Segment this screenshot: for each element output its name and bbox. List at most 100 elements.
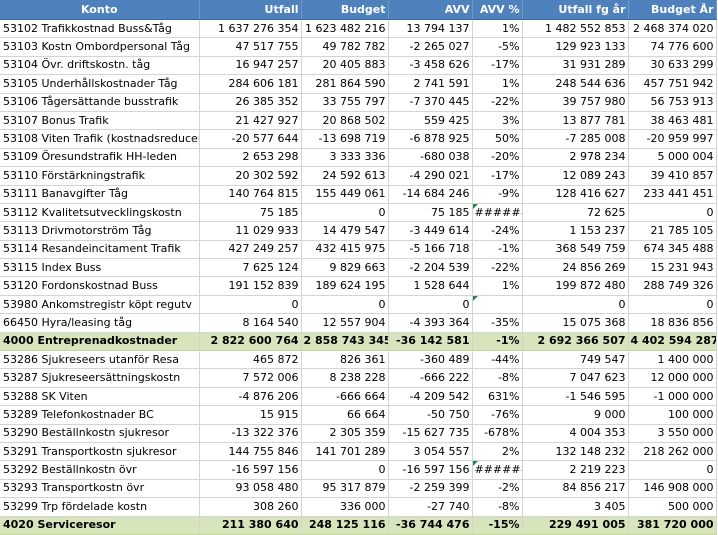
cell-avv-pct[interactable]: -17% (472, 56, 523, 76)
cell-avv-pct[interactable]: -22% (472, 93, 523, 112)
cell-budget[interactable]: 49 782 782 (301, 37, 389, 57)
cell-budget[interactable]: 248 125 116 (301, 516, 389, 535)
cell-budget-ar[interactable]: 457 751 942 (628, 74, 717, 94)
cell-avv[interactable]: -36 744 476 (388, 516, 473, 535)
cell-konto[interactable]: 53980 Ankomstregistr köpt regutv (0, 295, 200, 315)
cell-budget[interactable]: 826 361 (301, 350, 389, 370)
cell-utfall-fg-ar[interactable]: 31 931 289 (522, 56, 629, 76)
cell-utfall-fg-ar[interactable]: 0 (522, 295, 629, 315)
cell-avv[interactable]: -27 740 (388, 497, 473, 517)
cell-utfall-fg-ar[interactable]: 24 856 269 (522, 258, 629, 278)
cell-budget[interactable]: 33 755 797 (301, 93, 389, 112)
cell-avv[interactable]: -680 038 (388, 148, 473, 168)
cell-avv[interactable]: -50 750 (388, 405, 473, 425)
cell-avv[interactable]: -3 449 614 (388, 221, 473, 241)
cell-budget-ar[interactable]: 4 402 594 287 (628, 332, 717, 352)
cell-utfall-fg-ar[interactable]: 1 482 552 853 (522, 19, 629, 39)
cell-budget[interactable]: 432 415 975 (301, 240, 389, 260)
cell-konto[interactable]: 53287 Sjukreseersättningskostn (0, 368, 200, 388)
cell-konto[interactable]: 53103 Kostn Ombordpersonal Tåg (0, 37, 200, 57)
cell-avv[interactable]: -2 259 399 (388, 479, 473, 499)
cell-utfall-fg-ar[interactable]: 229 491 005 (522, 516, 629, 535)
cell-utfall[interactable]: -13 322 376 (199, 424, 302, 443)
column-header-konto[interactable]: Konto (0, 0, 200, 20)
cell-avv[interactable]: -6 878 925 (388, 129, 473, 149)
cell-utfall-fg-ar[interactable]: -1 546 595 (522, 387, 629, 407)
cell-budget-ar[interactable]: 233 441 451 (628, 185, 717, 204)
cell-avv-pct[interactable]: ###### (472, 203, 523, 223)
cell-utfall-fg-ar[interactable]: 199 872 480 (522, 276, 629, 296)
cell-budget-ar[interactable]: 218 262 000 (628, 442, 717, 462)
cell-budget-ar[interactable]: 3 550 000 (628, 424, 717, 443)
cell-konto[interactable]: 53105 Underhållskostnader Tåg (0, 74, 200, 94)
cell-avv[interactable]: 3 054 557 (388, 442, 473, 462)
cell-utfall-fg-ar[interactable]: 132 148 232 (522, 442, 629, 462)
cell-utfall[interactable]: 284 606 181 (199, 74, 302, 94)
cell-konto[interactable]: 53288 SK Viten (0, 387, 200, 407)
cell-utfall-fg-ar[interactable]: 2 219 223 (522, 460, 629, 480)
cell-budget-ar[interactable]: 1 400 000 (628, 350, 717, 370)
column-header-utfall-fg-ar[interactable]: Utfall fg år (522, 0, 629, 20)
cell-budget[interactable]: 14 479 547 (301, 221, 389, 241)
cell-budget-ar[interactable]: -1 000 000 (628, 387, 717, 407)
cell-utfall-fg-ar[interactable]: 12 089 243 (522, 166, 629, 186)
cell-budget-ar[interactable]: 146 908 000 (628, 479, 717, 499)
cell-konto[interactable]: 53299 Trp fördelade kostn (0, 497, 200, 517)
cell-budget-ar[interactable]: 0 (628, 295, 717, 315)
cell-avv-pct[interactable]: -8% (472, 497, 523, 517)
cell-budget-ar[interactable]: 674 345 488 (628, 240, 717, 260)
cell-budget-ar[interactable]: 381 720 000 (628, 516, 717, 535)
cell-utfall-fg-ar[interactable]: 128 416 627 (522, 185, 629, 204)
cell-utfall-fg-ar[interactable]: 72 625 (522, 203, 629, 223)
cell-utfall-fg-ar[interactable]: 2 978 234 (522, 148, 629, 168)
cell-utfall[interactable]: 8 164 540 (199, 313, 302, 333)
cell-avv-pct[interactable]: -17% (472, 166, 523, 186)
cell-budget[interactable]: 24 592 613 (301, 166, 389, 186)
cell-avv[interactable]: -666 222 (388, 368, 473, 388)
cell-konto[interactable]: 53109 Öresundstrafik HH-leden (0, 148, 200, 168)
cell-avv[interactable]: -5 166 718 (388, 240, 473, 260)
cell-budget-ar[interactable]: 5 000 004 (628, 148, 717, 168)
column-header-budget-ar[interactable]: Budget År (628, 0, 717, 20)
cell-utfall-fg-ar[interactable]: 1 153 237 (522, 221, 629, 241)
cell-utfall[interactable]: 211 380 640 (199, 516, 302, 535)
cell-utfall-fg-ar[interactable]: 368 549 759 (522, 240, 629, 260)
cell-utfall[interactable]: -4 876 206 (199, 387, 302, 407)
cell-budget[interactable]: 155 449 061 (301, 185, 389, 204)
cell-konto[interactable]: 53286 Sjukreseers utanför Resa (0, 350, 200, 370)
cell-budget[interactable]: -13 698 719 (301, 129, 389, 149)
cell-avv[interactable]: 13 794 137 (388, 19, 473, 39)
cell-budget[interactable]: 0 (301, 203, 389, 223)
cell-budget-ar[interactable]: 18 836 856 (628, 313, 717, 333)
cell-budget[interactable]: 2 305 359 (301, 424, 389, 443)
cell-budget[interactable]: 20 405 883 (301, 56, 389, 76)
cell-budget[interactable]: 0 (301, 460, 389, 480)
cell-avv-pct[interactable] (472, 295, 523, 315)
cell-utfall-fg-ar[interactable]: -7 285 008 (522, 129, 629, 149)
cell-budget-ar[interactable]: 74 776 600 (628, 37, 717, 57)
cell-avv-pct[interactable]: -5% (472, 37, 523, 57)
cell-konto[interactable]: 4000 Entreprenadkostnader (0, 332, 200, 352)
cell-konto[interactable]: 66450 Hyra/leasing tåg (0, 313, 200, 333)
cell-utfall[interactable]: -20 577 644 (199, 129, 302, 149)
cell-utfall[interactable]: 16 947 257 (199, 56, 302, 76)
cell-budget-ar[interactable]: 21 785 105 (628, 221, 717, 241)
cell-utfall[interactable]: 0 (199, 295, 302, 315)
cell-avv-pct[interactable]: -678% (472, 424, 523, 443)
cell-budget-ar[interactable]: 30 633 299 (628, 56, 717, 76)
cell-budget-ar[interactable]: 288 749 326 (628, 276, 717, 296)
cell-avv[interactable]: 1 528 644 (388, 276, 473, 296)
cell-konto[interactable]: 53102 Trafikkostnad Buss&Tåg (0, 19, 200, 39)
cell-avv-pct[interactable]: 631% (472, 387, 523, 407)
cell-avv[interactable]: 2 741 591 (388, 74, 473, 94)
cell-budget-ar[interactable]: 56 753 913 (628, 93, 717, 112)
cell-budget[interactable]: 9 829 663 (301, 258, 389, 278)
column-header-utfall[interactable]: Utfall (199, 0, 302, 20)
cell-avv[interactable]: 559 425 (388, 111, 473, 131)
cell-budget[interactable]: 2 858 743 345 (301, 332, 389, 352)
cell-budget[interactable]: 141 701 289 (301, 442, 389, 462)
cell-utfall[interactable]: 21 427 927 (199, 111, 302, 131)
cell-utfall-fg-ar[interactable]: 15 075 368 (522, 313, 629, 333)
cell-avv-pct[interactable]: -8% (472, 368, 523, 388)
cell-avv-pct[interactable]: -22% (472, 258, 523, 278)
